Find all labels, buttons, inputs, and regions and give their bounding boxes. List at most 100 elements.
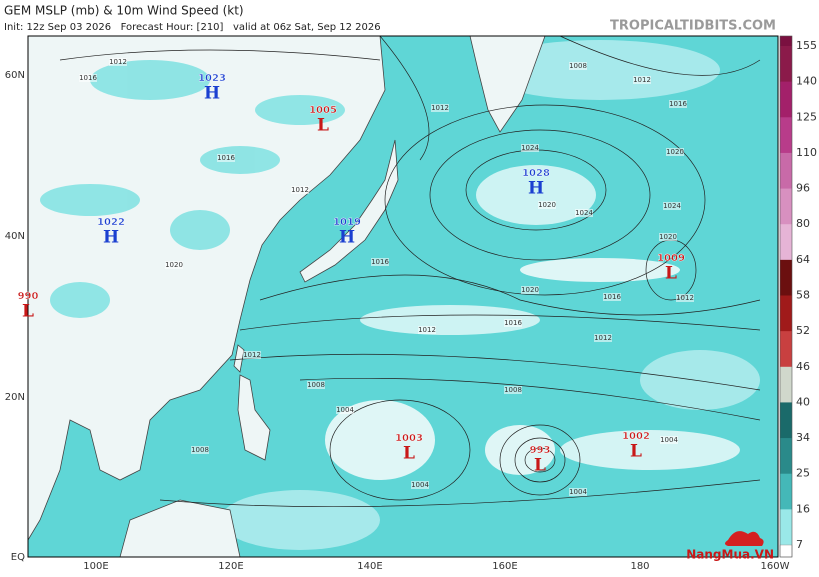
isobar-label: 1012: [594, 334, 612, 342]
lon-label: 100E: [83, 561, 108, 572]
colorbar-segment: [780, 509, 792, 546]
lat-label: 60N: [5, 70, 25, 81]
colorbar-segment: [780, 295, 792, 332]
indonesia: [119, 499, 241, 558]
colorbar-label: 96: [796, 182, 810, 195]
isobar-label-bg: [504, 319, 522, 327]
colorbar-top: [780, 36, 792, 46]
map-area: [27, 35, 779, 558]
isobar-label-bg: [659, 233, 677, 241]
subtitle: Init: 12z Sep 03 2026 Forecast Hour: [21…: [4, 22, 381, 33]
isobar-label: 1016: [217, 154, 235, 162]
isobar-label-bg: [569, 488, 587, 496]
isobar-label: 1012: [418, 326, 436, 334]
center-letter: L: [22, 302, 34, 322]
colorbar-label: 52: [796, 324, 810, 337]
isobar-label-bg: [538, 201, 556, 209]
isobar-label-bg: [217, 154, 235, 162]
isobar-label-bg: [521, 286, 539, 294]
center-letter: L: [534, 456, 546, 476]
isobar-label: 1016: [371, 258, 389, 266]
isobar-label: 1016: [79, 74, 97, 82]
center-letter: H: [339, 228, 355, 248]
colorbar-label: 155: [796, 39, 817, 52]
isobar-label-bg: [569, 62, 587, 70]
isobar-label-bg: [663, 202, 681, 210]
lon-label: 140E: [357, 561, 382, 572]
colorbar-label: 125: [796, 110, 817, 123]
isobar-label: 1008: [307, 381, 325, 389]
colorbar-segment: [780, 117, 792, 154]
isobar-label-bg: [418, 326, 436, 334]
isobar-label: 1012: [243, 351, 261, 359]
center-pressure: 1028: [522, 168, 550, 179]
isobar-label: 1004: [336, 406, 354, 414]
isobar-label-bg: [191, 446, 209, 454]
isobar-label: 1008: [569, 62, 587, 70]
isobar-label-bg: [575, 209, 593, 217]
isobar-label: 1024: [575, 209, 593, 217]
isobar-label: 1012: [431, 104, 449, 112]
isobar-label: 1020: [165, 261, 183, 269]
isobars: [59, 35, 761, 508]
source: TROPICALTIDBITS.COM: [610, 19, 776, 34]
land-wind-patches: [40, 60, 345, 318]
watermark: NangMua.VN: [686, 531, 774, 562]
isobar-label-bg: [603, 293, 621, 301]
isobar-label-bg: [109, 58, 127, 66]
colorbar-segment: [780, 46, 792, 83]
center-letter: L: [630, 442, 642, 462]
colorbar-label: 80: [796, 217, 810, 230]
isobar-label: 1004: [411, 481, 429, 489]
lon-label: 160E: [492, 561, 517, 572]
isobar-label: 1020: [659, 233, 677, 241]
watermark-text: NangMua.VN: [686, 548, 774, 562]
isobar-label-bg: [669, 100, 687, 108]
isobar-label-bg: [291, 186, 309, 194]
isobar-label-bg: [307, 381, 325, 389]
center-letter: L: [665, 264, 677, 284]
center-letter: L: [317, 116, 329, 136]
watermark-icon: [725, 531, 764, 546]
isobar-label: 1008: [191, 446, 209, 454]
isobar-label-bg: [504, 386, 522, 394]
colorbar-label: 140: [796, 75, 817, 88]
isobar-label: 1024: [663, 202, 681, 210]
center-pressure: 1022: [97, 217, 125, 228]
isobar-label-bg: [411, 481, 429, 489]
isobar-label: 1020: [538, 201, 556, 209]
center-letter: H: [103, 228, 119, 248]
colorbar-label: 64: [796, 253, 810, 266]
colorbar-label: 16: [796, 502, 810, 515]
isobar-label: 1008: [504, 386, 522, 394]
isobar-label-bg: [676, 294, 694, 302]
center-letter: H: [528, 179, 544, 199]
title: GEM MSLP (mb) & 10m Wind Speed (kt): [4, 4, 244, 18]
isobar-label-bg: [336, 406, 354, 414]
isobar-label: 1004: [660, 436, 678, 444]
isobar-label-bg: [666, 148, 684, 156]
isobar-label: 1016: [669, 100, 687, 108]
philippines: [237, 374, 271, 461]
isobar-label-bg: [633, 76, 651, 84]
lat-label: 20N: [5, 392, 25, 403]
isobar-label: 1016: [504, 319, 522, 327]
taiwan: [233, 344, 245, 373]
isobar-label-bg: [521, 144, 539, 152]
colorbar-label: 110: [796, 146, 817, 159]
center-pressure: 990: [18, 291, 39, 302]
wind-patches: [220, 40, 760, 550]
isobar-label: 1012: [633, 76, 651, 84]
colorbar-label: 34: [796, 431, 810, 444]
isobar-label-bg: [371, 258, 389, 266]
center-pressure: 1005: [309, 105, 337, 116]
colorbar-segment: [780, 438, 792, 475]
colorbar-label: 58: [796, 289, 810, 302]
isobar-label: 1016: [603, 293, 621, 301]
isobar-label: 1012: [109, 58, 127, 66]
center-pressure: 993: [530, 445, 551, 456]
lat-label: 40N: [5, 231, 25, 242]
center-pressure: 1023: [198, 73, 226, 84]
isobar-label: 1024: [521, 144, 539, 152]
